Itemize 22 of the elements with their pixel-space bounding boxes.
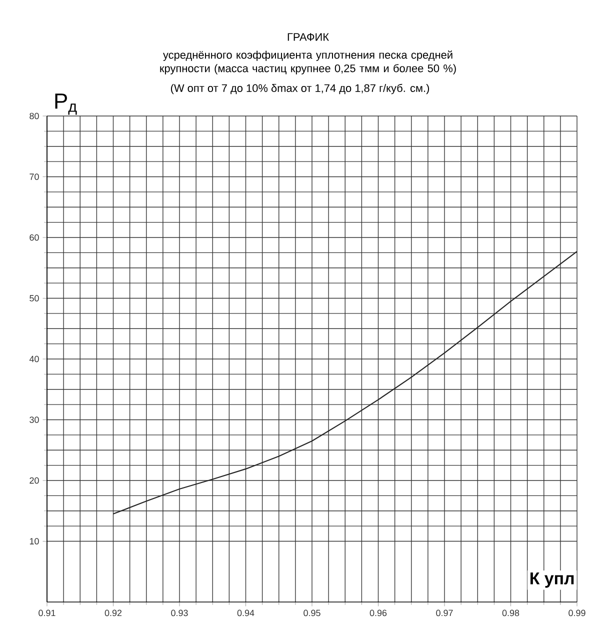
x-tick-label: 0.93 (171, 610, 188, 616)
y-tick-label: 80 (30, 112, 39, 120)
chart-subtitle: усреднённого коэффициента уплотнения песка средней крупности (масса частиц крупнее 0,25 тмм и более 50 %) (160, 50, 456, 74)
x-tick-label: 0.91 (38, 610, 56, 616)
x-tick-label: 0.97 (436, 610, 453, 616)
y-tick-label: 40 (29, 356, 39, 362)
x-tick-label: 0.96 (370, 610, 387, 616)
y-tick-label: 60 (30, 234, 39, 241)
y-tick-label: 30 (30, 416, 39, 423)
y-tick-label: 50 (30, 295, 39, 302)
y-tick-label: 70 (30, 174, 39, 180)
x-axis-title: К упл (530, 572, 574, 588)
chart-title: ГРАФИК (288, 33, 329, 41)
x-tick-label: 0.94 (237, 610, 254, 616)
x-tick-label: 0.92 (104, 610, 122, 616)
x-tick-label: 0.99 (568, 610, 586, 616)
y-axis-title: P$_{д}$ (55, 94, 77, 115)
y-tick-label: 20 (30, 477, 39, 484)
x-tick-label: 0.95 (304, 610, 320, 616)
text: (W опт от 7 до 10% δmax от 1,74 до 1,87 г/куб. см.) (170, 84, 430, 94)
y-tick-label: 10 (30, 538, 39, 544)
x-tick-label: 0.98 (502, 610, 520, 616)
